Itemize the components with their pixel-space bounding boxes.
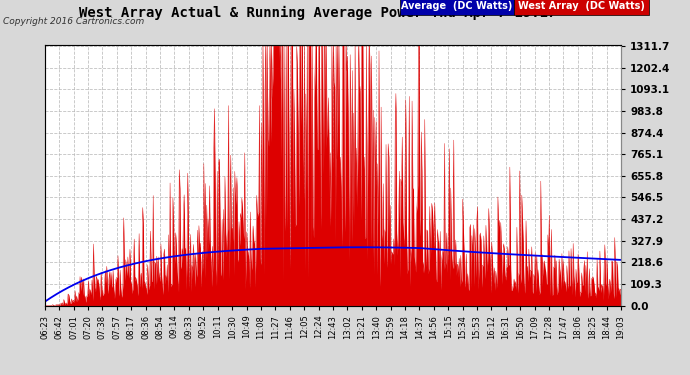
Text: Copyright 2016 Cartronics.com: Copyright 2016 Cartronics.com	[3, 17, 145, 26]
Text: Average  (DC Watts): Average (DC Watts)	[402, 1, 513, 11]
Text: West Array Actual & Running Average Power Thu Apr 7 19:17: West Array Actual & Running Average Powe…	[79, 6, 556, 20]
Text: West Array  (DC Watts): West Array (DC Watts)	[518, 1, 644, 11]
